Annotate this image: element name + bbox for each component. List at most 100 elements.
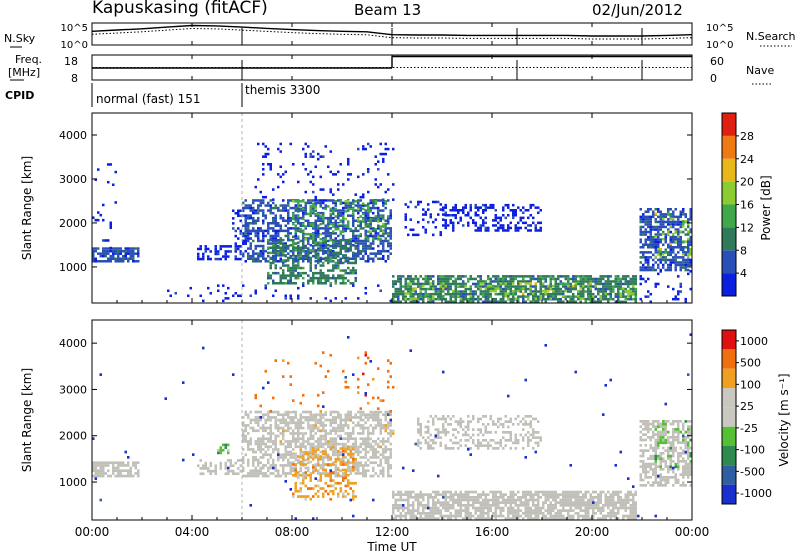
heatmap-cell — [454, 512, 457, 515]
heatmap-cell — [657, 258, 660, 262]
heatmap-cell — [399, 277, 402, 281]
heatmap-cell — [242, 424, 245, 427]
heatmap-cell — [449, 221, 452, 225]
heatmap-cell — [467, 292, 470, 296]
heatmap-cell — [344, 468, 347, 472]
heatmap-cell — [324, 256, 327, 260]
heatmap-cell — [304, 447, 307, 450]
heatmap-cell — [484, 501, 487, 504]
heatmap-cell — [359, 472, 362, 475]
heatmap-cell — [497, 221, 500, 225]
heatmap-cell — [354, 424, 357, 427]
heatmap-cell — [247, 257, 250, 261]
heatmap-cell — [464, 493, 467, 496]
heatmap-cell — [364, 214, 367, 217]
heatmap-cell — [387, 437, 390, 441]
heatmap-cell — [524, 282, 527, 285]
heatmap-cell — [342, 217, 345, 221]
heatmap-cell — [279, 413, 282, 417]
heatmap-cell — [627, 297, 630, 301]
heatmap-cell — [342, 473, 345, 477]
heatmap-cell — [297, 249, 300, 252]
heatmap-cell — [239, 232, 242, 235]
heatmap-cell — [472, 295, 475, 298]
heatmap-cell — [327, 239, 330, 243]
heatmap-cell — [582, 277, 585, 281]
heatmap-cell — [287, 421, 290, 425]
heatmap-cell — [332, 232, 335, 235]
heatmap-cell — [302, 214, 305, 217]
heatmap-cell — [344, 385, 347, 389]
heatmap-cell — [687, 218, 690, 221]
heatmap-cell — [494, 275, 497, 278]
heatmap-cell — [659, 240, 662, 244]
heatmap-cell — [387, 448, 390, 451]
heatmap-cell — [337, 456, 340, 459]
heatmap-cell — [529, 292, 532, 296]
heatmap-cell — [109, 224, 112, 227]
heatmap-cell — [277, 206, 280, 210]
heatmap-cell — [619, 277, 622, 281]
heatmap-cell — [292, 274, 295, 277]
heatmap-cell — [672, 220, 675, 224]
heatmap-cell — [364, 351, 367, 354]
heatmap-cell — [294, 257, 297, 261]
heatmap-cell — [382, 442, 385, 446]
heatmap-cell — [382, 152, 385, 156]
heatmap-cell — [114, 170, 117, 174]
heatmap-cell — [342, 209, 345, 212]
heatmap-cell — [687, 225, 690, 229]
heatmap-cell — [634, 287, 637, 291]
heatmap-cell — [262, 211, 265, 215]
heatmap-cell — [319, 271, 322, 275]
heatmap-cell — [649, 292, 652, 296]
heatmap-cell — [367, 238, 370, 241]
heatmap-cell — [279, 426, 282, 430]
heatmap-cell — [327, 261, 330, 265]
heatmap-cell — [382, 257, 385, 261]
heatmap-cell — [282, 282, 285, 285]
heatmap-cell — [287, 416, 290, 419]
heatmap-cell — [219, 245, 222, 248]
heatmap-cell — [277, 238, 280, 242]
heatmap-cell — [284, 474, 287, 478]
heatmap-cell — [352, 229, 355, 233]
heatmap-cell — [317, 448, 320, 451]
heatmap-cell — [344, 473, 347, 477]
heatmap-cell — [582, 284, 585, 288]
heatmap-cell — [317, 212, 320, 216]
heatmap-cell — [264, 445, 267, 449]
heatmap-cell — [274, 445, 277, 449]
heatmap-cell — [344, 456, 347, 459]
heatmap-cell — [272, 448, 275, 451]
heatmap-cell — [237, 294, 240, 298]
heatmap-cell — [454, 517, 457, 520]
heatmap-cell — [124, 249, 127, 253]
heatmap-cell — [549, 292, 552, 296]
heatmap-cell — [384, 426, 387, 430]
heatmap-cell — [644, 280, 647, 283]
heatmap-cell — [484, 300, 487, 304]
heatmap-cell — [477, 506, 480, 510]
heatmap-cell — [299, 473, 302, 477]
heatmap-cell — [292, 473, 295, 477]
heatmap-cell — [357, 469, 360, 473]
heatmap-cell — [317, 256, 320, 260]
heatmap-cell — [487, 282, 490, 286]
heatmap-cell — [422, 504, 425, 507]
heatmap-cell — [679, 243, 682, 247]
heatmap-cell — [452, 501, 455, 504]
heatmap-cell — [262, 257, 265, 261]
heatmap-cell — [454, 209, 457, 212]
heatmap-cell — [357, 450, 360, 454]
heatmap-cell — [294, 471, 297, 474]
heatmap-cell — [574, 284, 577, 288]
heatmap-cell — [404, 218, 407, 221]
heatmap-cell — [252, 211, 255, 215]
heatmap-cell — [517, 282, 520, 286]
heatmap-cell — [259, 244, 262, 248]
heatmap-cell — [352, 489, 355, 493]
heatmap-cell — [479, 493, 482, 496]
heatmap-cell — [404, 277, 407, 281]
heatmap-cell — [449, 490, 452, 494]
